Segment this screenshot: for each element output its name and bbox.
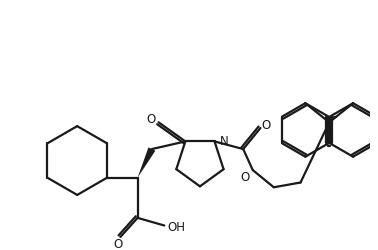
Text: O: O (146, 113, 156, 126)
Text: OH: OH (168, 221, 186, 234)
Polygon shape (138, 147, 155, 178)
Text: O: O (240, 171, 250, 184)
Text: O: O (262, 119, 271, 132)
Text: O: O (114, 238, 123, 250)
Text: N: N (220, 135, 229, 148)
